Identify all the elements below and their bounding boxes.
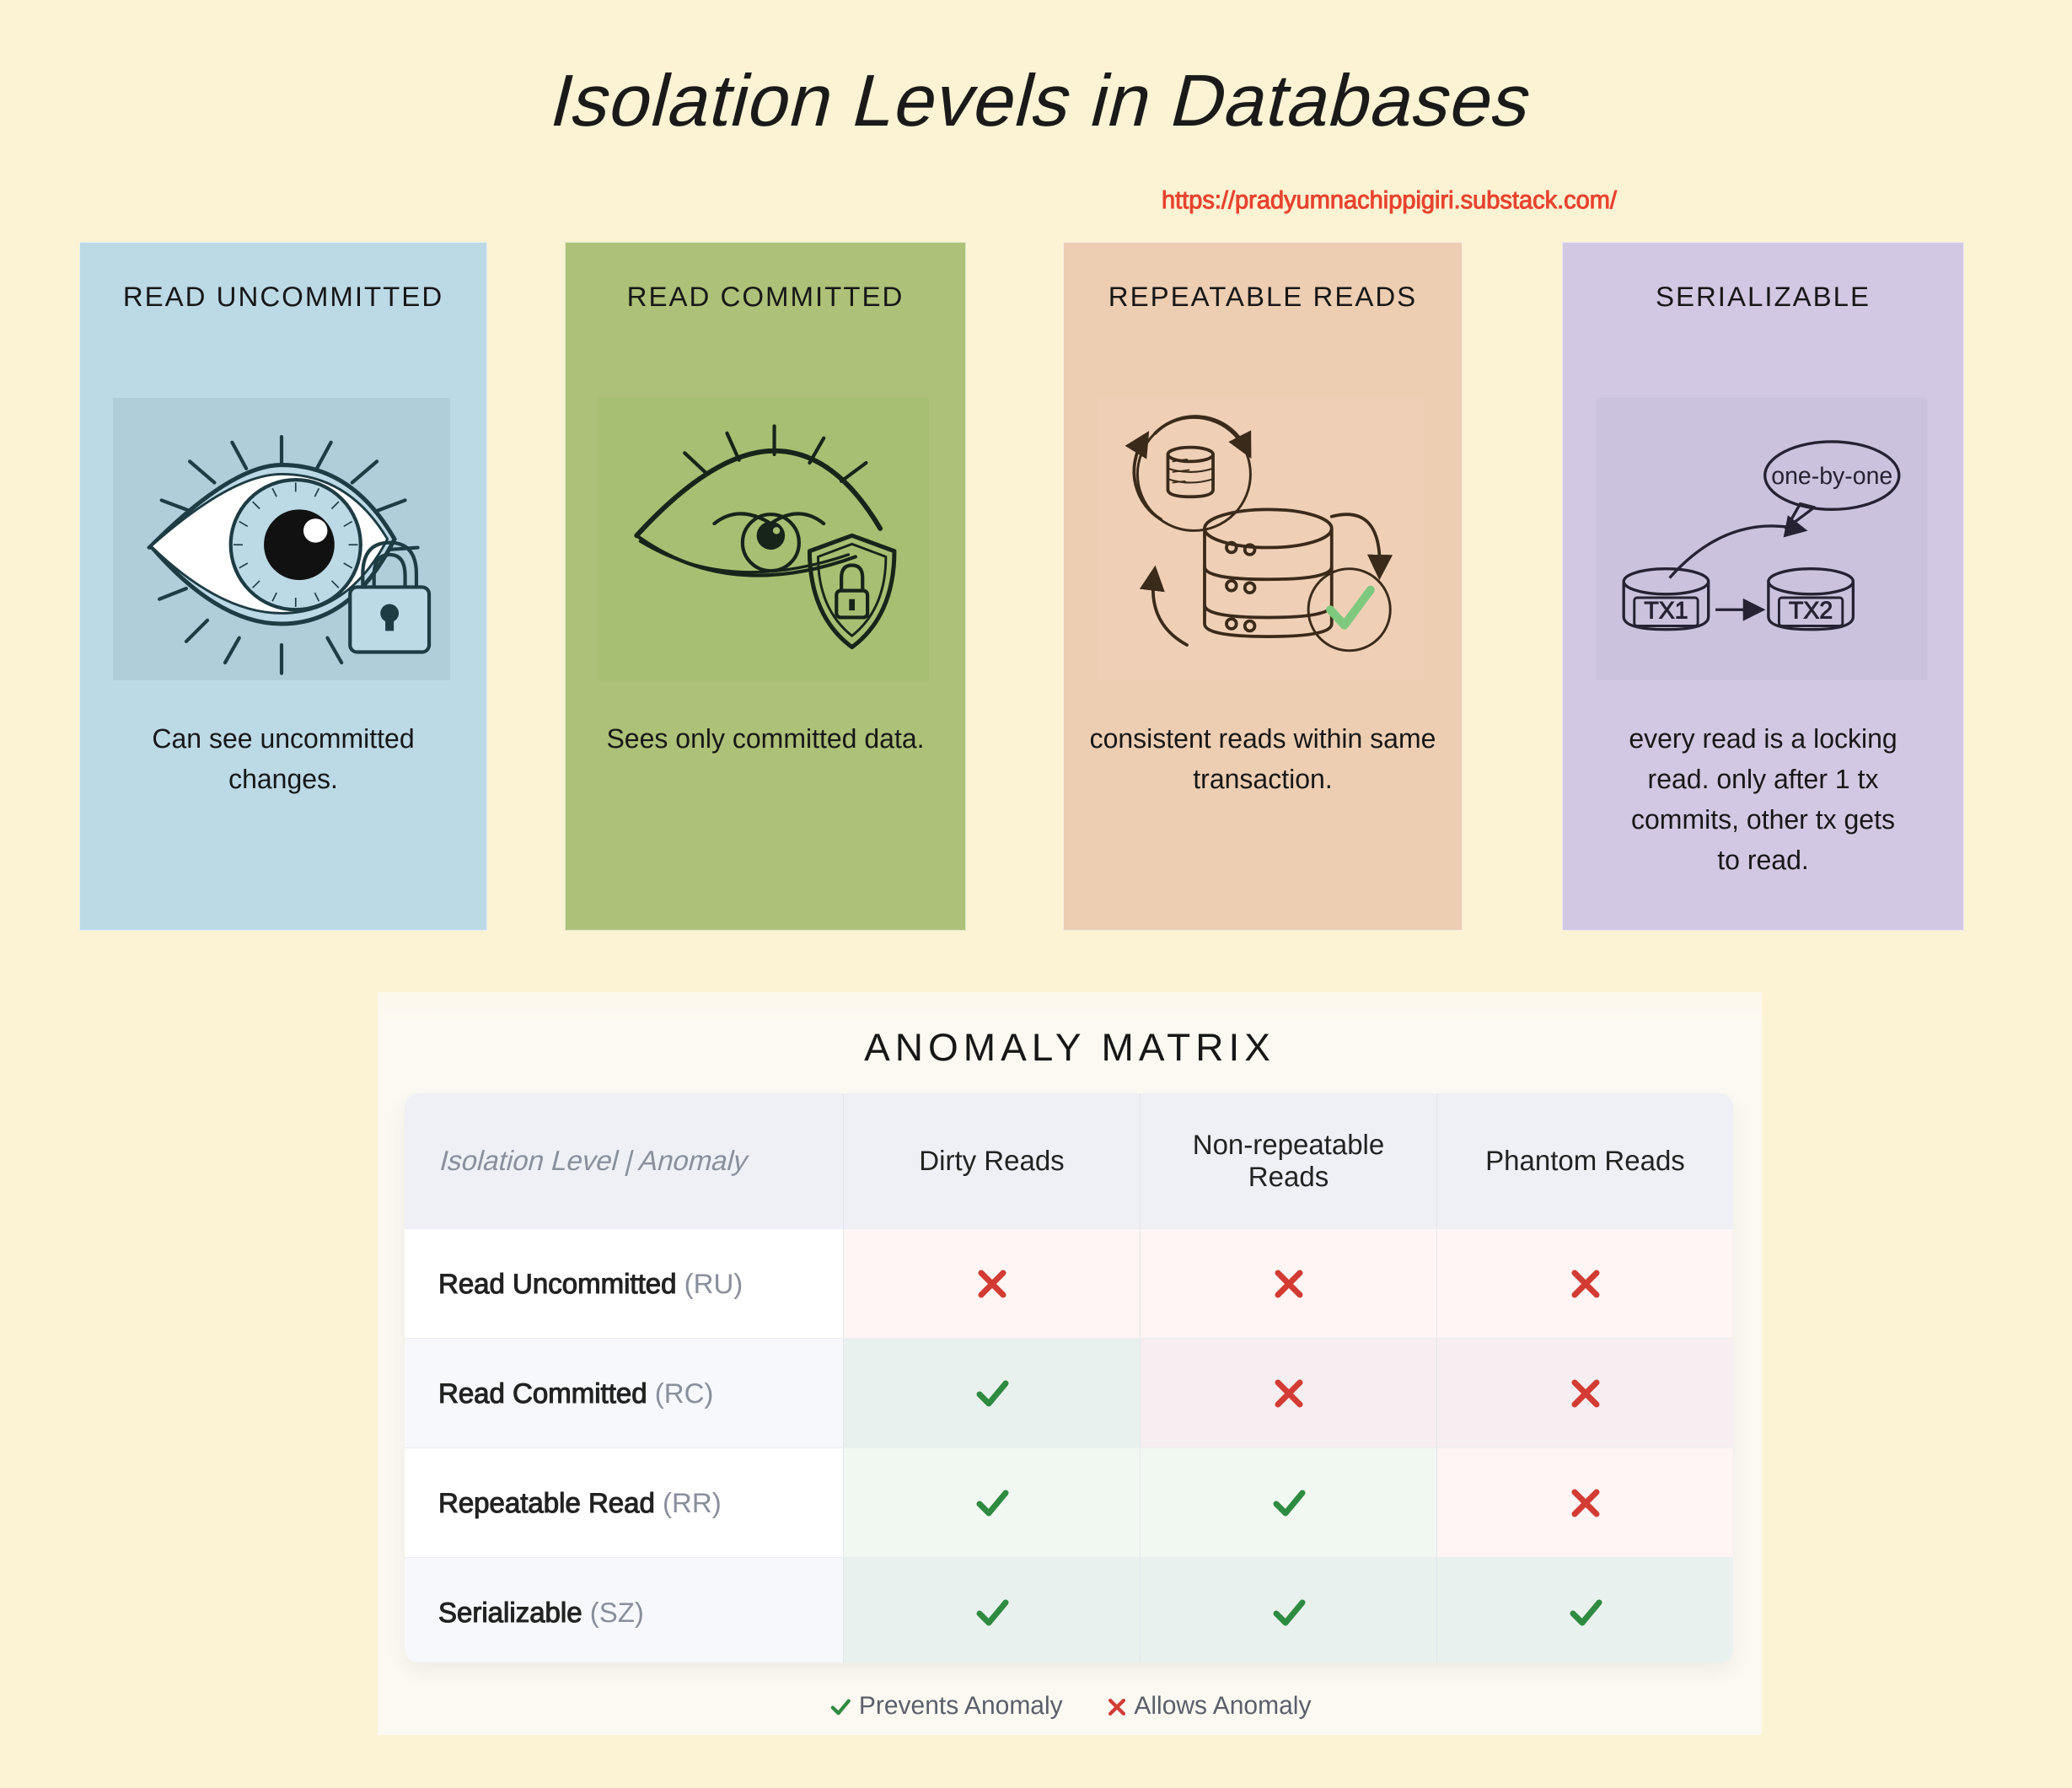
svg-text:TX2: TX2 [1789, 597, 1833, 624]
svg-text:TX1: TX1 [1644, 597, 1688, 624]
svg-text:one-by-one: one-by-one [1771, 463, 1892, 490]
